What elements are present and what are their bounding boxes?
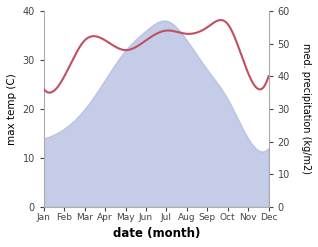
X-axis label: date (month): date (month) bbox=[113, 227, 200, 240]
Y-axis label: med. precipitation (kg/m2): med. precipitation (kg/m2) bbox=[301, 43, 311, 174]
Y-axis label: max temp (C): max temp (C) bbox=[7, 73, 17, 145]
